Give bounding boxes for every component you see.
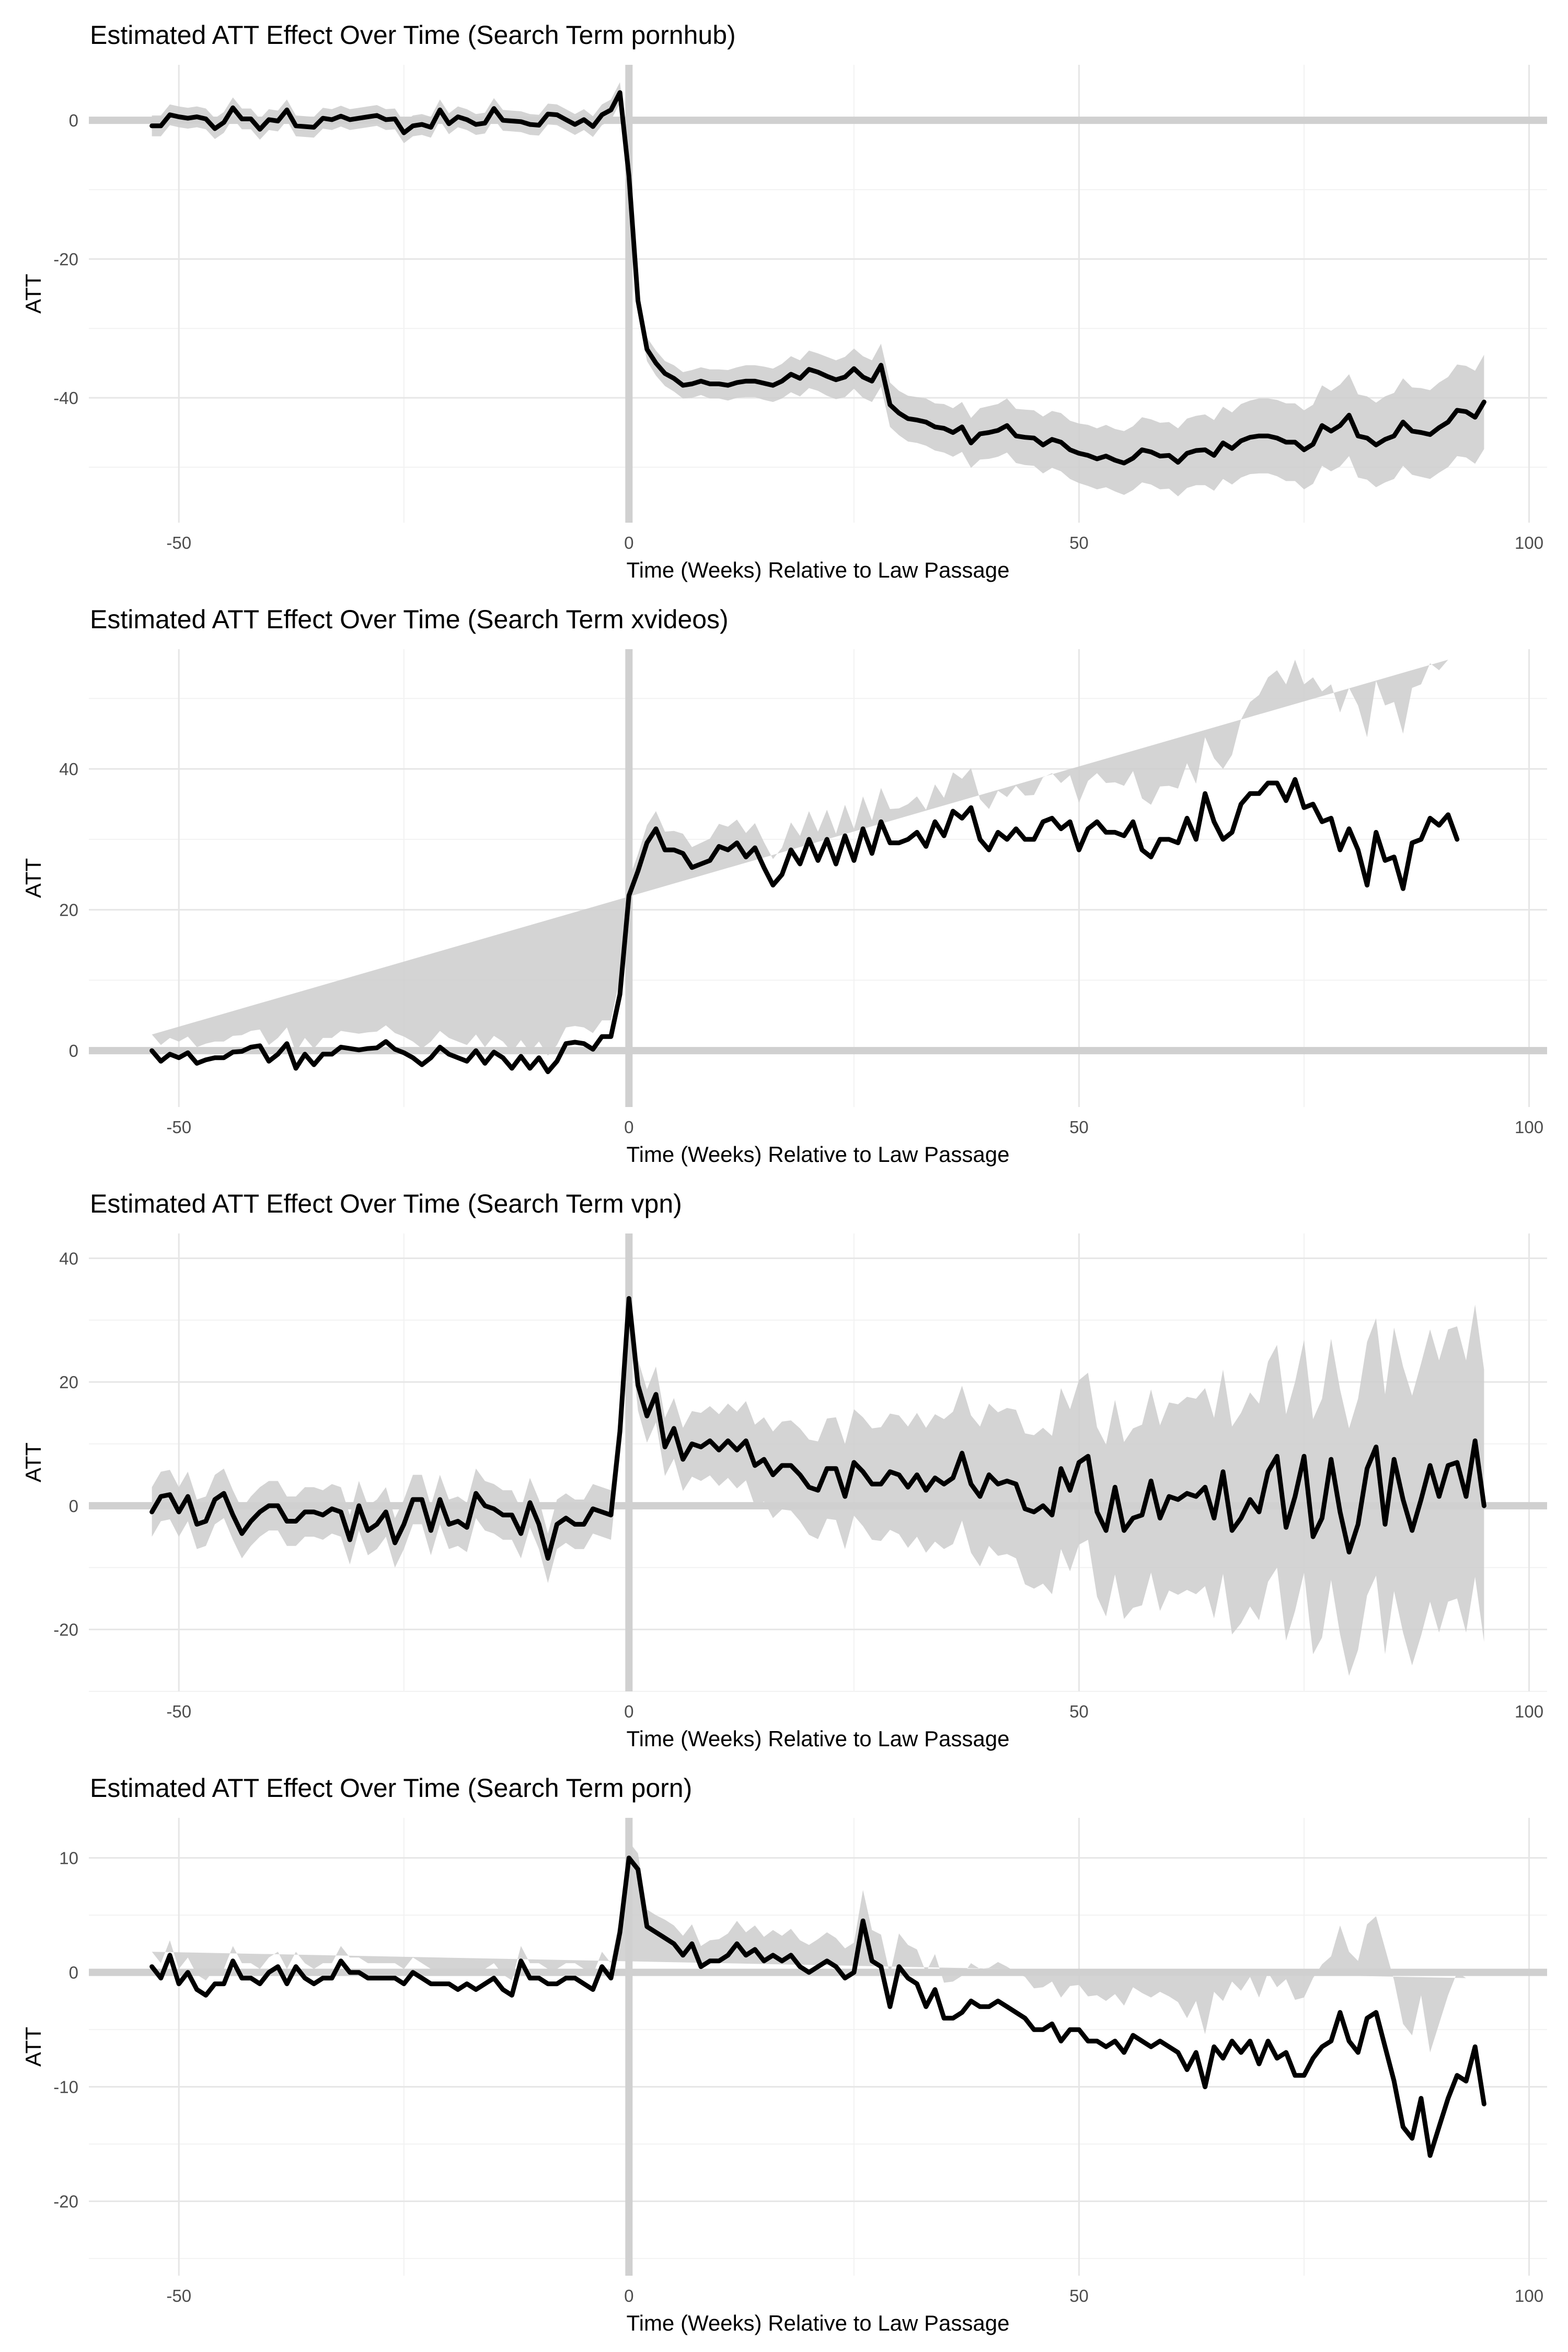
chart-panel-3: Estimated ATT Effect Over Time (Search T… — [21, 1189, 1547, 1751]
att-line — [149, 1855, 1486, 2158]
y-tick-label: 40 — [59, 1249, 78, 1268]
y-axis-label: ATT — [21, 858, 45, 898]
att-line — [149, 90, 1486, 466]
x-tick-label: 50 — [1069, 1117, 1089, 1137]
y-tick-label: 0 — [69, 111, 78, 130]
x-tick-label: -50 — [166, 2286, 191, 2305]
y-tick-label: 0 — [69, 1041, 78, 1060]
confidence-band — [152, 1842, 1466, 2053]
chart-panel-4: Estimated ATT Effect Over Time (Search T… — [21, 1773, 1547, 2335]
x-tick-label: 0 — [624, 1702, 633, 1721]
confidence-band — [152, 1273, 1484, 1676]
y-tick-label: -20 — [53, 1620, 78, 1640]
confidence-band — [152, 82, 1484, 497]
x-tick-label: 50 — [1069, 1702, 1089, 1721]
x-tick-label: 100 — [1515, 1117, 1543, 1137]
chart-title: Estimated ATT Effect Over Time (Search T… — [90, 20, 736, 50]
att-line — [149, 777, 1460, 1075]
y-tick-label: 20 — [59, 1373, 78, 1392]
y-tick-label: 0 — [69, 1963, 78, 1982]
y-tick-label: -10 — [53, 2078, 78, 2097]
chart-title: Estimated ATT Effect Over Time (Search T… — [90, 1773, 692, 1803]
x-tick-label: 0 — [624, 1117, 633, 1137]
chart-title: Estimated ATT Effect Over Time (Search T… — [90, 1189, 682, 1218]
x-tick-label: 0 — [624, 533, 633, 552]
y-tick-label: 20 — [59, 901, 78, 920]
x-tick-label: -50 — [166, 1117, 191, 1137]
chart-panel-1: Estimated ATT Effect Over Time (Search T… — [21, 20, 1547, 582]
x-tick-label: 50 — [1069, 533, 1089, 552]
x-tick-label: 100 — [1515, 2286, 1543, 2305]
att-line — [149, 1296, 1486, 1561]
x-tick-label: 100 — [1515, 1702, 1543, 1721]
y-tick-label: -40 — [53, 388, 78, 408]
x-tick-label: 100 — [1515, 533, 1543, 552]
y-tick-label: 0 — [69, 1496, 78, 1516]
confidence-band — [152, 660, 1448, 1056]
x-axis-label: Time (Weeks) Relative to Law Passage — [627, 1726, 1010, 1751]
chart-panel-2: Estimated ATT Effect Over Time (Search T… — [21, 605, 1547, 1167]
y-axis-label: ATT — [21, 274, 45, 314]
y-tick-label: -20 — [53, 2192, 78, 2211]
y-tick-label: 40 — [59, 759, 78, 779]
x-tick-label: -50 — [166, 533, 191, 552]
y-tick-label: 10 — [59, 1849, 78, 1868]
y-axis-label: ATT — [21, 1443, 45, 1482]
y-tick-label: -20 — [53, 250, 78, 269]
x-tick-label: -50 — [166, 1702, 191, 1721]
x-axis-label: Time (Weeks) Relative to Law Passage — [627, 558, 1010, 582]
x-axis-label: Time (Weeks) Relative to Law Passage — [627, 2311, 1010, 2335]
x-tick-label: 0 — [624, 2286, 633, 2305]
x-tick-label: 50 — [1069, 2286, 1089, 2305]
chart-title: Estimated ATT Effect Over Time (Search T… — [90, 605, 729, 634]
y-axis-label: ATT — [21, 2027, 45, 2067]
x-axis-label: Time (Weeks) Relative to Law Passage — [627, 1142, 1010, 1167]
